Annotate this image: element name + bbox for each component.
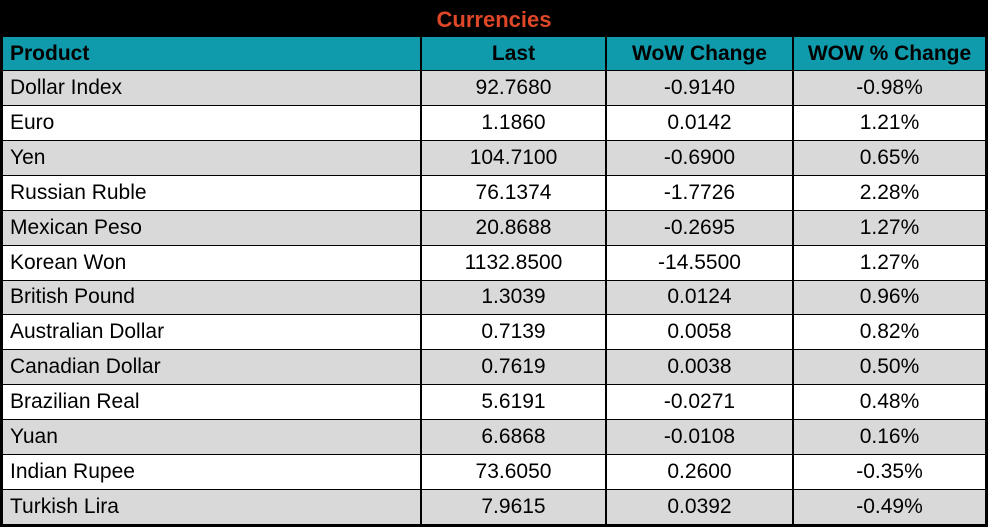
cell-wow-change: -0.6900	[605, 140, 792, 175]
table-header-row: Product Last WoW Change WOW % Change	[3, 37, 985, 70]
cell-wow-change: 0.0058	[605, 315, 792, 350]
cell-last: 6.6868	[420, 420, 605, 455]
column-header-product: Product	[10, 41, 90, 65]
cell-product: Yuan	[10, 425, 58, 449]
table-row: Canadian Dollar 0.7619 0.0038 0.50%	[3, 349, 985, 385]
cell-last: 5.6191	[420, 385, 605, 420]
table-row: Korean Won 1132.8500 -14.5500 1.27%	[3, 244, 985, 280]
cell-last: 1.1860	[420, 105, 605, 140]
cell-wow-change: -0.0108	[605, 420, 792, 455]
cell-product: Mexican Peso	[10, 215, 142, 239]
table-row: Russian Ruble 76.1374 -1.7726 2.28%	[3, 174, 985, 210]
cell-wow-change: -0.0271	[605, 385, 792, 420]
cell-last: 1.3039	[420, 280, 605, 315]
cell-wow-pct-change: -0.35%	[792, 455, 985, 490]
table-title-bar: Currencies	[3, 3, 985, 37]
cell-product: British Pound	[10, 285, 135, 309]
cell-wow-change: 0.2600	[605, 455, 792, 490]
table-row: Brazilian Real 5.6191 -0.0271 0.48%	[3, 384, 985, 420]
cell-wow-pct-change: -0.98%	[792, 71, 985, 105]
cell-last: 73.6050	[420, 455, 605, 490]
cell-wow-change: 0.0038	[605, 350, 792, 385]
cell-product: Russian Ruble	[10, 180, 147, 204]
cell-wow-pct-change: 0.50%	[792, 350, 985, 385]
cell-product: Brazilian Real	[10, 390, 140, 414]
table-row: Indian Rupee 73.6050 0.2600 -0.35%	[3, 454, 985, 490]
cell-last: 104.7100	[420, 140, 605, 175]
cell-product: Korean Won	[10, 250, 127, 274]
cell-wow-change: 0.0124	[605, 280, 792, 315]
cell-last: 7.9615	[420, 490, 605, 524]
cell-wow-pct-change: 0.82%	[792, 315, 985, 350]
cell-wow-change: -0.2695	[605, 210, 792, 245]
cell-wow-change: -0.9140	[605, 71, 792, 105]
cell-product: Indian Rupee	[10, 460, 135, 484]
cell-product: Canadian Dollar	[10, 355, 161, 379]
cell-wow-change: 0.0392	[605, 490, 792, 524]
cell-last: 0.7619	[420, 350, 605, 385]
table-body: Dollar Index 92.7680 -0.9140 -0.98% Euro…	[3, 70, 985, 524]
cell-wow-pct-change: 1.27%	[792, 245, 985, 280]
cell-last: 1132.8500	[420, 245, 605, 280]
cell-wow-pct-change: 1.21%	[792, 105, 985, 140]
cell-wow-pct-change: -0.49%	[792, 490, 985, 524]
cell-wow-pct-change: 0.65%	[792, 140, 985, 175]
table-row: Yuan 6.6868 -0.0108 0.16%	[3, 419, 985, 455]
cell-wow-pct-change: 0.96%	[792, 280, 985, 315]
cell-last: 0.7139	[420, 315, 605, 350]
cell-wow-pct-change: 0.48%	[792, 385, 985, 420]
cell-wow-pct-change: 0.16%	[792, 420, 985, 455]
table-row: Turkish Lira 7.9615 0.0392 -0.49%	[3, 489, 985, 524]
column-header-wow-pct-change: WOW % Change	[792, 37, 985, 70]
table-row: Yen 104.7100 -0.6900 0.65%	[3, 139, 985, 175]
cell-wow-change: -1.7726	[605, 175, 792, 210]
cell-product: Dollar Index	[10, 75, 123, 99]
cell-product: Yen	[10, 145, 46, 169]
table-row: British Pound 1.3039 0.0124 0.96%	[3, 279, 985, 315]
cell-product: Turkish Lira	[10, 495, 119, 519]
cell-wow-pct-change: 2.28%	[792, 175, 985, 210]
cell-wow-pct-change: 1.27%	[792, 210, 985, 245]
cell-product: Euro	[10, 110, 55, 134]
cell-wow-change: 0.0142	[605, 105, 792, 140]
table-row: Australian Dollar 0.7139 0.0058 0.82%	[3, 314, 985, 350]
column-header-last: Last	[420, 37, 605, 70]
table-row: Mexican Peso 20.8688 -0.2695 1.27%	[3, 209, 985, 245]
cell-wow-change: -14.5500	[605, 245, 792, 280]
cell-last: 76.1374	[420, 175, 605, 210]
table-row: Dollar Index 92.7680 -0.9140 -0.98%	[3, 70, 985, 105]
cell-product: Australian Dollar	[10, 320, 165, 344]
table-row: Euro 1.1860 0.0142 1.21%	[3, 104, 985, 140]
column-header-wow-change: WoW Change	[605, 37, 792, 70]
cell-last: 20.8688	[420, 210, 605, 245]
table-title: Currencies	[436, 7, 552, 32]
cell-last: 92.7680	[420, 71, 605, 105]
